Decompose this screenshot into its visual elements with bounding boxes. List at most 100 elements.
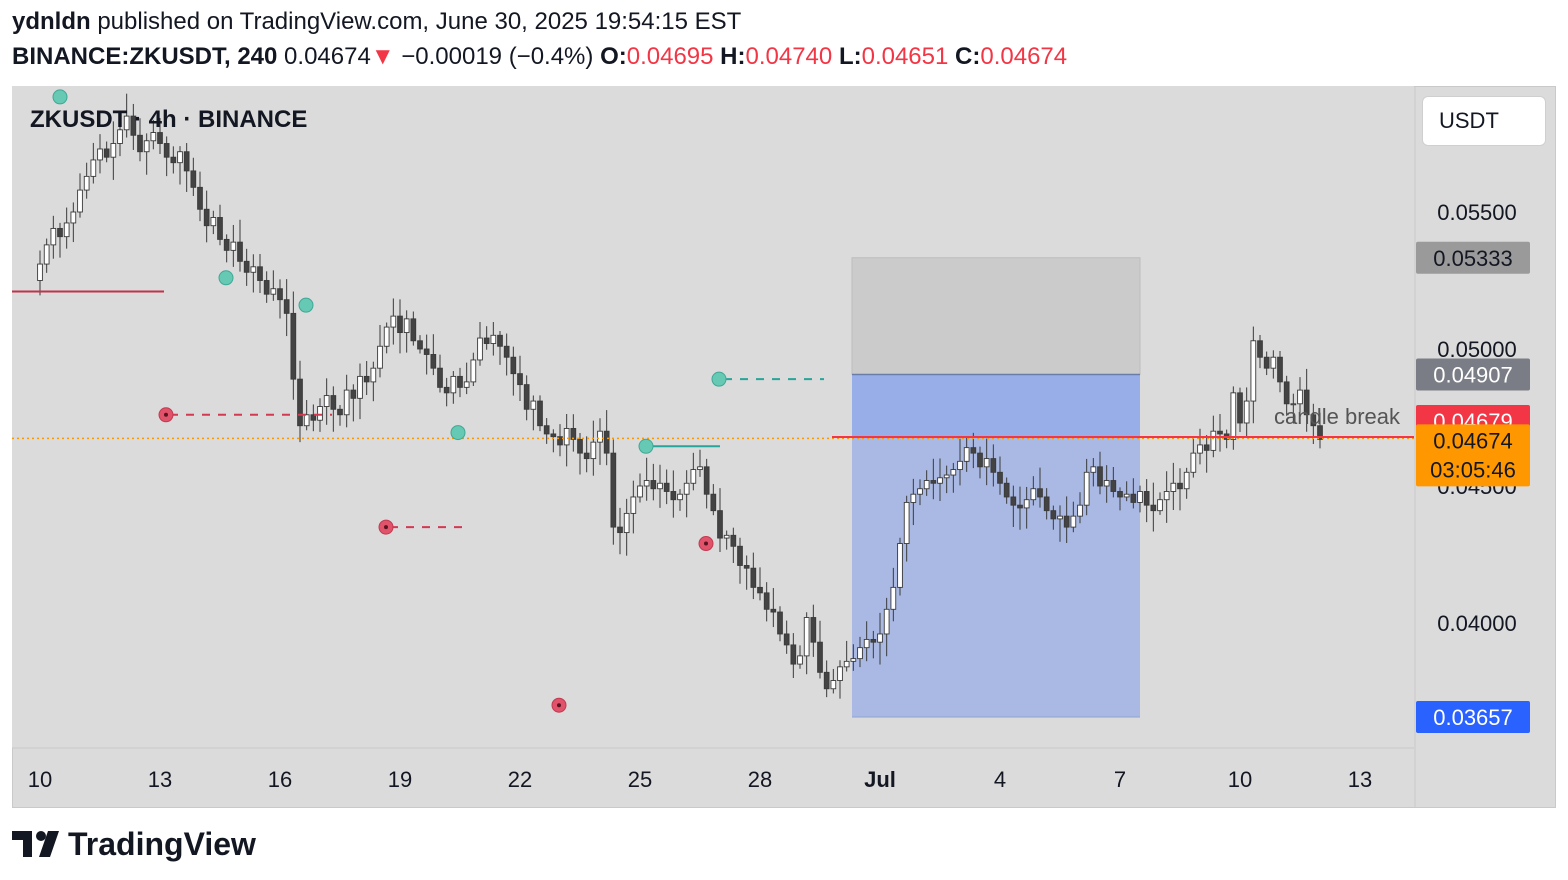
candle-body <box>950 469 957 476</box>
swing-low-dot <box>557 703 561 708</box>
candle-body <box>657 482 663 490</box>
candle-body <box>857 647 863 660</box>
candle-body <box>277 288 283 301</box>
author-name[interactable]: ydnldn <box>12 8 91 35</box>
swing-high-marker <box>52 89 68 105</box>
candle-body <box>37 263 43 281</box>
candle-body <box>790 644 797 665</box>
candle-body <box>583 452 590 460</box>
candle-body <box>1163 491 1170 501</box>
candle-body <box>230 241 237 251</box>
chart-legend: ZKUSDT · 4h · BINANCE <box>30 106 308 133</box>
candle-body <box>1217 430 1223 435</box>
candle-body <box>663 482 670 492</box>
candle-body <box>217 217 223 240</box>
candle-body <box>223 238 230 251</box>
candle-body <box>443 386 450 394</box>
x-tick-label: 4 <box>994 767 1006 792</box>
x-tick-label: Jul <box>864 767 896 792</box>
x-tick-label: 25 <box>628 767 652 792</box>
candle-body <box>1010 496 1017 506</box>
candle-body <box>137 134 143 153</box>
swing-high-marker <box>711 371 727 387</box>
candle-body <box>817 641 823 673</box>
candle-body <box>697 466 703 471</box>
candle-body <box>290 312 297 380</box>
candle-body <box>390 315 397 328</box>
candle-body <box>490 334 497 344</box>
swing-high-marker <box>638 438 654 454</box>
open-profit-zone <box>852 374 1140 439</box>
candle-body <box>843 660 850 668</box>
candle-body <box>923 480 930 490</box>
candle-body <box>870 638 877 643</box>
candle-body <box>850 658 857 662</box>
candle-body <box>890 586 897 610</box>
candle-body <box>1250 340 1257 402</box>
x-tick-label: 28 <box>748 767 772 792</box>
candle-body <box>1063 515 1070 528</box>
candle-body <box>283 299 290 314</box>
candle-body <box>597 430 603 443</box>
candle-body <box>90 159 97 177</box>
candle-body <box>523 384 530 410</box>
candle-body <box>63 222 70 238</box>
candle-body <box>750 567 757 588</box>
currency-selector[interactable]: USDT <box>1422 96 1546 146</box>
candle-body <box>1237 392 1243 424</box>
candle-body <box>877 633 883 643</box>
x-tick-label: 7 <box>1114 767 1126 792</box>
candle-body <box>150 132 157 142</box>
candle-body <box>770 608 777 613</box>
candle-body <box>617 526 623 534</box>
candle-body <box>1170 482 1177 492</box>
swing-high-marker <box>218 270 234 286</box>
candle-body <box>370 367 377 383</box>
candle-body <box>623 512 630 534</box>
candle-body <box>177 151 183 164</box>
candle-body <box>1257 340 1263 358</box>
y-tick-label: 0.05500 <box>1437 200 1517 225</box>
candle-body <box>990 458 997 473</box>
candle-body <box>310 414 317 421</box>
candle-body <box>43 244 50 265</box>
candle-body <box>757 586 763 594</box>
candle-body <box>777 611 783 635</box>
candle-body <box>1083 471 1090 506</box>
candle-body <box>997 471 1003 484</box>
price-badge-entry <box>1416 358 1530 391</box>
candle-body <box>303 414 310 427</box>
candle-body <box>930 480 937 484</box>
candle-body <box>470 359 477 383</box>
candle-body <box>297 378 303 427</box>
price-badge-target <box>1416 700 1530 733</box>
candle-body <box>383 326 390 347</box>
candle-body <box>643 480 650 487</box>
candle-body <box>410 318 417 342</box>
candle-body <box>1070 515 1077 528</box>
tradingview-logo[interactable]: TradingView <box>12 824 256 864</box>
candle-body <box>797 655 803 665</box>
candle-body <box>117 129 123 144</box>
candle-body <box>237 241 243 262</box>
candle-body <box>103 148 110 158</box>
candle-body <box>603 430 610 454</box>
candle-body <box>1097 466 1103 487</box>
candle-body <box>1037 488 1043 498</box>
candle-body <box>343 389 350 416</box>
candle-body <box>530 400 537 410</box>
candle-body <box>723 534 730 539</box>
candle-body <box>783 633 790 646</box>
candle-body <box>143 140 150 153</box>
candle-body <box>1117 491 1123 498</box>
candle-body <box>450 375 457 394</box>
candle-body <box>257 266 263 281</box>
candle-body <box>510 356 517 375</box>
high-label: H: <box>720 43 746 70</box>
candle-body <box>803 617 810 657</box>
plot-background <box>12 86 1414 748</box>
price-chart[interactable]: candle break0.055000.050000.045000.04000… <box>12 86 1556 808</box>
candle-body <box>537 400 543 427</box>
candle-body <box>70 211 77 224</box>
candle-body <box>670 491 677 501</box>
